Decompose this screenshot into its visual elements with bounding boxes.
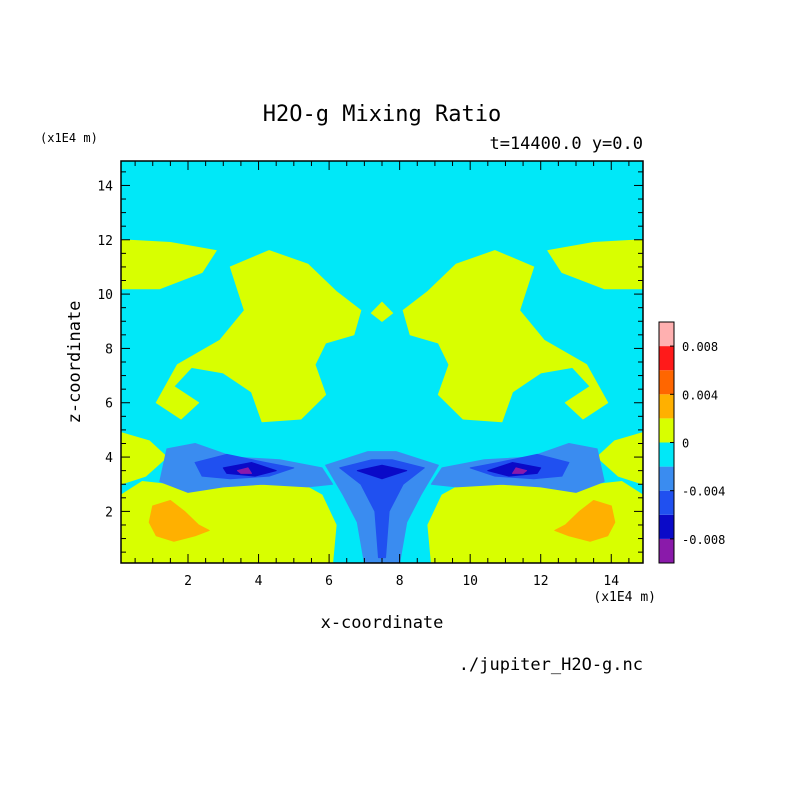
- colorbar-swatch: [659, 394, 674, 419]
- colorbar-swatch: [659, 466, 674, 491]
- heatmap-region-upper-band-right: [547, 239, 643, 290]
- heatmap-region-left-dark-core: [222, 462, 277, 477]
- y-tick-label: 6: [105, 397, 113, 412]
- plot-area: [121, 161, 643, 563]
- colorbar-swatch: [659, 442, 674, 467]
- y-tick-label: 4: [105, 451, 113, 466]
- heatmap-region-right-orange-swirl: [554, 500, 616, 542]
- y-tick-label: 12: [97, 234, 113, 249]
- heatmap-region-right-dark-core: [487, 462, 542, 477]
- y-tick-label: 2: [105, 505, 113, 520]
- colorbar-swatch: [659, 322, 674, 347]
- y-tick-label: 10: [97, 288, 113, 303]
- x-tick-label: 6: [325, 574, 333, 589]
- heatmap-region-upper-band-left: [121, 239, 217, 290]
- x-unit-label: (x1E4 m): [593, 590, 656, 605]
- axes: 2 4 6 8 10 12 14 2 4 6 8 10 12 14: [97, 160, 644, 589]
- x-tick-label: 10: [462, 574, 478, 589]
- heatmap-region-center-dark-core: [356, 464, 408, 480]
- colorbar-tick-label: 0.008: [682, 340, 718, 354]
- y-tick-label: 8: [105, 342, 113, 357]
- colorbar-swatch: [659, 490, 674, 515]
- colorbar: -0.008 -0.004 0 0.004 0.008: [658, 321, 725, 564]
- y-axis-label: z-coordinate: [65, 301, 85, 424]
- x-tick-label: 4: [255, 574, 263, 589]
- x-tick-label: 14: [603, 574, 619, 589]
- colorbar-tick-label: -0.008: [682, 533, 725, 547]
- chart-subtitle: t=14400.0 y=0.0: [489, 134, 643, 154]
- colorbar-swatch: [659, 418, 674, 443]
- x-axis-label: x-coordinate: [321, 613, 444, 633]
- heatmap-region-center-small-blob: [370, 301, 394, 322]
- y-unit-label: (x1E4 m): [40, 131, 98, 145]
- heatmap-region-center-blue-core: [339, 459, 425, 559]
- y-tick-label: 14: [97, 179, 113, 194]
- colorbar-tick-label: 0.004: [682, 388, 718, 402]
- heatmap-region-mid-right-blob: [402, 250, 609, 423]
- colorbar-swatch: [659, 370, 674, 395]
- x-tick-label: 8: [396, 574, 404, 589]
- colorbar-swatch: [659, 346, 674, 371]
- heatmap-region-right-violet-spot: [512, 467, 528, 474]
- heatmap-region-left-orange-swirl: [148, 500, 210, 542]
- colorbar-swatch: [659, 538, 674, 563]
- chart-title: H2O-g Mixing Ratio: [263, 102, 501, 127]
- heatmap-region-left-violet-spot: [236, 467, 252, 474]
- colorbar-tick-label: -0.004: [682, 485, 725, 499]
- colorbar-swatch: [659, 514, 674, 539]
- x-tick-label: 12: [533, 574, 549, 589]
- colorbar-tick-label: 0: [682, 437, 689, 451]
- heatmap-region-low-right-shelf: [596, 432, 643, 485]
- x-tick-label: 2: [184, 574, 192, 589]
- heatmap-region-mid-left-blob: [155, 250, 362, 423]
- source-file-label: ./jupiter_H2O-g.nc: [459, 655, 643, 675]
- heatmap-region-low-left-shelf: [121, 432, 168, 485]
